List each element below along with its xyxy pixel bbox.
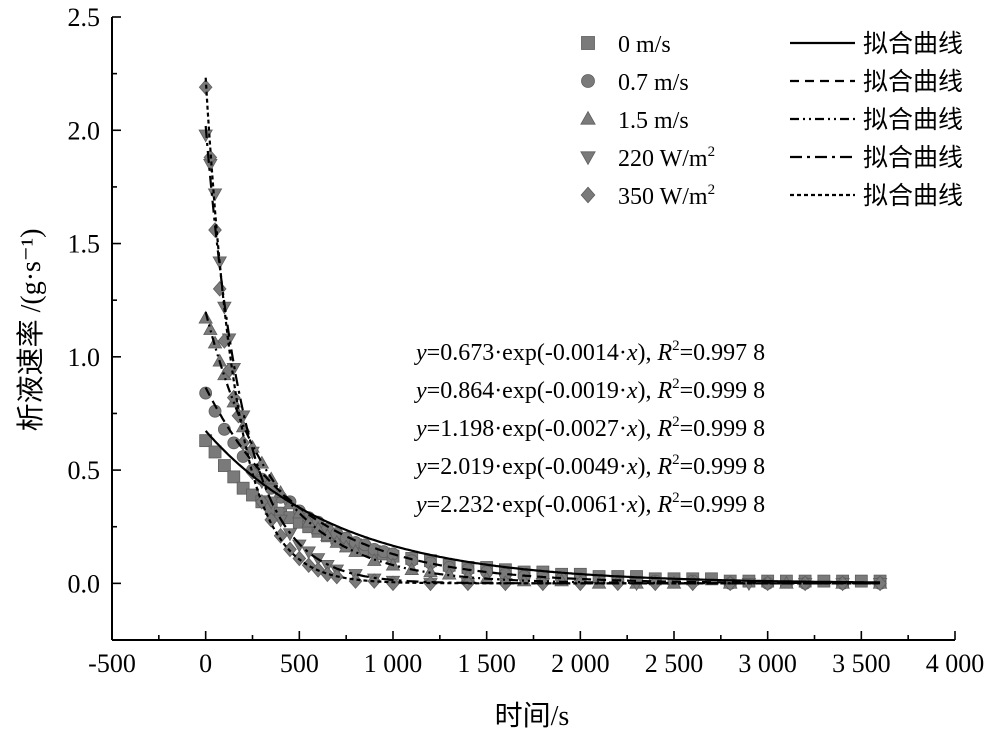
- data-point: [208, 445, 222, 459]
- data-point: [854, 574, 868, 588]
- fit-curves-layer: [204, 77, 881, 585]
- legend-fit-label: 拟合曲线: [863, 30, 963, 58]
- legend-label: 0 m/s: [618, 32, 671, 58]
- y-tick-label: 1.5: [68, 230, 101, 259]
- data-point: [203, 321, 218, 335]
- legend-label: 1.5 m/s: [618, 108, 689, 134]
- data-point: [199, 386, 213, 400]
- data-point: [292, 539, 307, 553]
- legend-fit-label: 拟合曲线: [863, 68, 963, 96]
- x-tick-label: 500: [280, 649, 319, 678]
- legend-marker: [581, 36, 595, 50]
- equation-annotation: y=2.019·exp(-0.0049·x), R2=0.999 8: [414, 452, 765, 480]
- x-tick-label: 3 000: [738, 649, 797, 678]
- y-axis-title: 析液速率 /(g·s⁻¹): [15, 229, 47, 432]
- equation-annotation: y=0.673·exp(-0.0014·x), R2=0.997 8: [414, 338, 765, 366]
- data-point: [441, 566, 457, 580]
- equations: y=0.673·exp(-0.0014·x), R2=0.997 8 y=0.86…: [414, 338, 765, 518]
- legend-label: 0.7 m/s: [618, 70, 689, 96]
- y-tick-label: 0.0: [68, 569, 101, 598]
- legend: 0 m/s 拟合曲线 0.7 m/s 拟合曲线 1.5 m/s 拟合曲线 220 W/m2 拟…: [580, 30, 963, 210]
- x-tick-label: 1 000: [364, 649, 423, 678]
- y-tick-label: 2.0: [68, 116, 101, 145]
- equation-annotation: y=2.232·exp(-0.0061·x), R2=0.999 8: [414, 490, 765, 518]
- x-tick-label: 3 500: [832, 649, 891, 678]
- data-point: [245, 464, 260, 481]
- y-tick-label: 2.5: [68, 3, 101, 32]
- x-tick-label: -500: [88, 649, 136, 678]
- legend-marker: [580, 186, 596, 204]
- fit-curve-4: [204, 77, 881, 585]
- fit-curve-0: [204, 430, 881, 584]
- legend-label: 220 W/m2: [618, 144, 715, 172]
- legend-marker: [580, 110, 596, 125]
- x-tick-label: 0: [199, 649, 212, 678]
- legend-label: 350 W/m2: [618, 182, 715, 210]
- data-point: [254, 455, 270, 469]
- legend-marker: [580, 151, 596, 166]
- axes-layer: -500 0 500 1 000 1 500 2 000 2 500 3 000 3 500 4 …: [68, 3, 985, 678]
- data-point: [217, 459, 231, 472]
- data-point: [282, 528, 298, 542]
- equation-annotation: y=1.198·exp(-0.0027·x), R2=0.999 8: [414, 414, 765, 442]
- x-axis-title: 时间/s: [495, 700, 570, 732]
- y-tick-label: 1.0: [68, 343, 101, 372]
- x-tick-label: 2 000: [551, 649, 610, 678]
- legend-fit-label: 拟合曲线: [863, 106, 963, 134]
- x-tick-label: 4 000: [926, 649, 985, 678]
- data-point: [198, 310, 213, 324]
- fit-curve-3: [204, 125, 881, 585]
- y-tick-label: 0.5: [68, 456, 101, 485]
- data-point: [207, 335, 223, 349]
- data-point: [199, 434, 213, 448]
- legend-fit-label: 拟合曲线: [863, 182, 963, 210]
- x-tick-label: 2 500: [645, 649, 704, 678]
- data-point: [301, 514, 316, 528]
- x-tick-label: 1 500: [457, 649, 516, 678]
- legend-fit-label: 拟合曲线: [863, 144, 963, 172]
- data-point: [227, 470, 241, 484]
- legend-marker: [581, 74, 595, 88]
- equation-annotation: y=0.864·exp(-0.0019·x), R2=0.999 8: [414, 376, 765, 404]
